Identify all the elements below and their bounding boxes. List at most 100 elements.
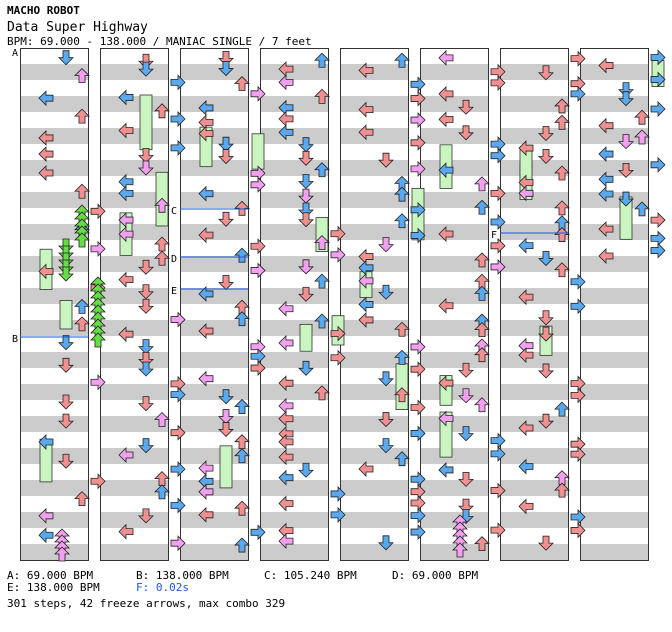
down-arrow [378,237,394,253]
chart-column [180,48,249,561]
right-arrow [650,156,666,173]
beat-stripe [340,160,408,176]
beat-stripe [20,352,88,368]
step-summary: 301 steps, 42 freeze arrows, max combo 3… [7,597,286,610]
beat-stripe [180,416,248,432]
down-arrow [218,422,234,438]
beat-stripe [500,384,568,400]
left-arrow [38,90,54,107]
beat-stripe [260,288,328,304]
down-arrow [538,535,554,551]
down-arrow [138,259,154,275]
down-arrow [138,61,154,77]
up-arrow [234,500,250,516]
beat-stripe [580,64,648,80]
up-arrow [554,482,570,498]
beat-stripe [340,512,408,528]
legend-a: A: 69.000 BPM [7,569,94,582]
right-arrow [410,361,426,378]
beat-stripe [20,256,88,272]
up-arrow [154,411,170,427]
freeze-arrow-body [251,133,265,170]
right-arrow [490,258,506,275]
beat-stripe [260,96,328,112]
up-arrow [314,52,330,68]
beat-stripe [180,64,248,80]
down-arrow [58,335,74,351]
chart-column [340,48,409,561]
up-arrow [234,200,250,216]
beat-stripe [420,480,488,496]
left-arrow [118,326,134,343]
left-arrow [598,221,614,238]
left-arrow [358,124,374,141]
up-arrow [314,162,330,178]
right-arrow [490,522,506,539]
right-arrow [570,298,586,315]
beat-stripe [420,128,488,144]
up-arrow [314,313,330,329]
beat-stripe [580,288,648,304]
beat-stripe [420,224,488,240]
right-arrow [90,203,106,220]
right-arrow [250,360,266,377]
left-arrow [518,347,534,364]
down-arrow [378,152,394,168]
up-arrow [234,537,250,553]
up-arrow [314,385,330,401]
down-arrow [378,535,394,551]
left-arrow [198,370,214,387]
up-arrow [474,176,490,192]
beat-stripe [100,320,168,336]
beat-stripe [20,160,88,176]
right-arrow [410,507,426,524]
legend-c: C: 105.240 BPM [264,569,357,582]
left-arrow [278,375,294,392]
left-arrow [438,297,454,314]
beat-stripe [100,224,168,240]
right-arrow [570,273,586,290]
beat-stripe [260,224,328,240]
up-arrow [474,252,490,268]
right-arrow [250,176,266,193]
beat-stripe [340,480,408,496]
beat-stripe [500,448,568,464]
left-arrow [518,420,534,436]
right-arrow [410,495,426,511]
freeze-arrow-body [299,323,313,352]
beat-stripe [500,512,568,528]
down-arrow [138,339,154,355]
beat-stripe [580,480,648,496]
beat-stripe [180,256,248,272]
left-arrow [598,57,614,74]
beat-stripe [180,128,248,144]
up-arrow [154,197,170,213]
down-arrow [58,453,74,469]
beat-stripe [340,448,408,464]
beat-stripe [580,320,648,336]
right-arrow [90,374,106,391]
legend-f: F: 0.02s [136,581,189,594]
beat-stripe [500,160,568,176]
down-arrow [458,498,474,514]
up-arrow [554,98,570,114]
down-arrow [218,61,234,77]
down-arrow [538,363,554,379]
beat-stripe [340,352,408,368]
down-arrow [538,310,554,326]
down-arrow [138,160,154,176]
beat-stripe [20,480,88,496]
up-arrow [634,109,650,125]
right-arrow [650,71,666,88]
left-arrow [598,117,614,134]
beat-stripe [420,192,488,208]
up-arrow [394,52,410,68]
right-arrow [410,134,426,151]
up-arrow [474,536,490,552]
up-arrow [74,183,90,199]
up-arrow [234,398,250,414]
beat-stripe [500,192,568,208]
down-arrow [458,471,474,487]
beat-stripe [180,320,248,336]
beat-stripe [20,192,88,208]
